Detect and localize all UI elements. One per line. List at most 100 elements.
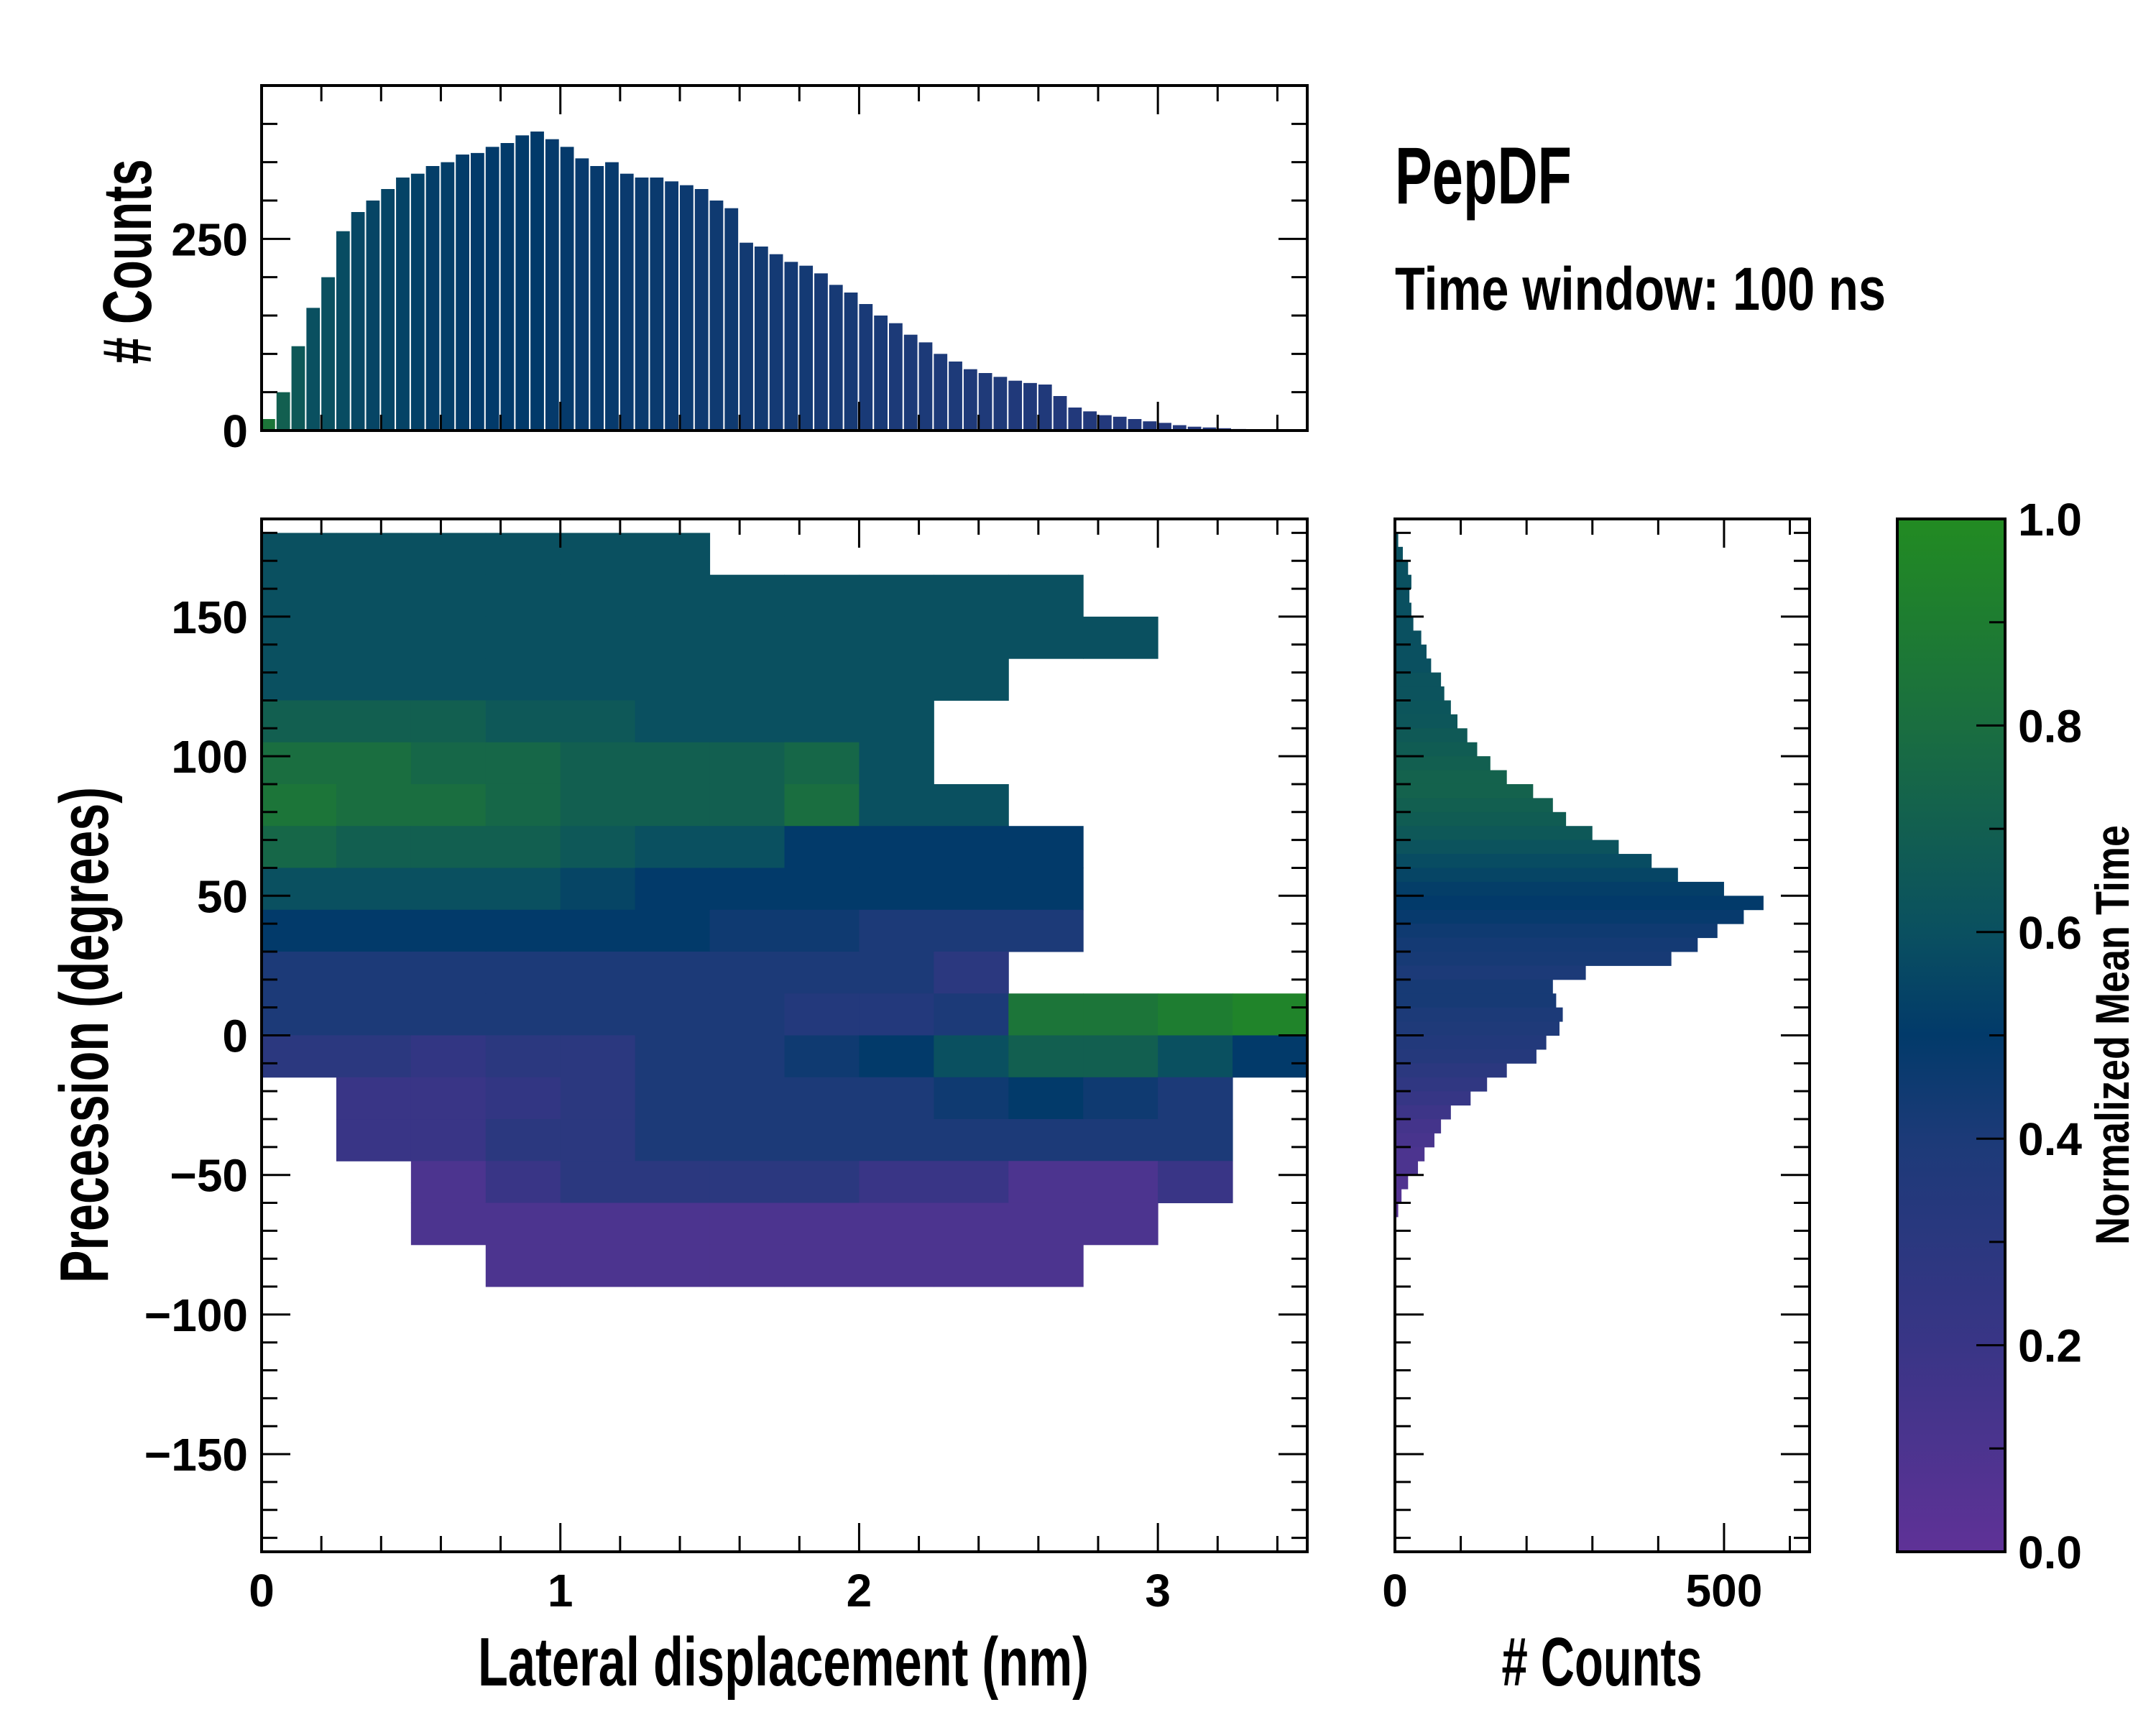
top-histogram-bar bbox=[903, 334, 918, 431]
main-plot-frame bbox=[260, 518, 1309, 1553]
heatmap-cell bbox=[410, 574, 487, 617]
heatmap-cell bbox=[709, 1161, 785, 1204]
colorbar-tick-label: 0.0 bbox=[2018, 1527, 2082, 1578]
top-histogram-bar bbox=[471, 152, 484, 431]
heatmap-cell bbox=[635, 1244, 711, 1287]
heatmap-cell bbox=[784, 1202, 860, 1246]
top-histogram-bar bbox=[545, 139, 559, 431]
top-histogram-bar bbox=[740, 242, 753, 431]
right-histogram-x-label: # Counts bbox=[1502, 1624, 1703, 1701]
top-histogram-bar bbox=[859, 304, 873, 431]
heatmap-cell bbox=[485, 1244, 561, 1287]
y-tick-label: −100 bbox=[144, 1289, 248, 1341]
heatmap-cell bbox=[934, 616, 1009, 659]
heatmap-cell bbox=[560, 658, 636, 701]
heatmap-cell bbox=[1083, 1077, 1158, 1120]
x-tick-label: 2 bbox=[847, 1565, 872, 1616]
right-histogram-bar bbox=[1395, 909, 1744, 924]
right-histogram-bar bbox=[1395, 868, 1678, 883]
heatmap-cell bbox=[784, 700, 860, 743]
right-histogram-bar bbox=[1395, 561, 1409, 576]
right-histogram-bar bbox=[1395, 574, 1411, 589]
top-histogram-bar bbox=[456, 155, 469, 431]
right-x-tick-label: 500 bbox=[1686, 1565, 1763, 1616]
heatmap-cell bbox=[859, 909, 934, 952]
heatmap-cell bbox=[410, 742, 487, 785]
right-histogram-bar bbox=[1395, 854, 1652, 868]
top-histogram-bar bbox=[1112, 416, 1127, 431]
right-histogram-bar bbox=[1395, 826, 1593, 841]
heatmap-cell bbox=[262, 658, 337, 701]
x-tick-label: 1 bbox=[548, 1565, 573, 1616]
top-histogram-bar bbox=[425, 166, 440, 431]
heatmap-cell bbox=[859, 574, 934, 617]
heatmap-cell bbox=[1008, 1161, 1084, 1204]
heatmap-cell bbox=[859, 868, 934, 911]
heatmap-cell bbox=[709, 1035, 785, 1078]
right-histogram-bar bbox=[1395, 533, 1399, 548]
heatmap-cell bbox=[709, 951, 785, 994]
heatmap-cell bbox=[560, 574, 636, 617]
right-histogram-bar bbox=[1395, 1007, 1563, 1022]
y-tick-label: −150 bbox=[144, 1429, 248, 1481]
top-histogram-bar bbox=[963, 369, 977, 431]
heatmap-cell bbox=[859, 826, 934, 868]
heatmap-cell bbox=[784, 993, 860, 1036]
heatmap-cell bbox=[784, 1035, 860, 1078]
heatmap-cell bbox=[934, 1077, 1009, 1120]
right-histogram-bar bbox=[1395, 924, 1718, 939]
y-axis-label: Precession (degrees) bbox=[46, 787, 123, 1283]
heatmap-cell bbox=[709, 574, 785, 617]
right-histogram-bar bbox=[1395, 965, 1586, 980]
colorbar-tick-label: 0.2 bbox=[2018, 1320, 2082, 1372]
heatmap-cell bbox=[262, 700, 337, 743]
top-histogram-bar bbox=[485, 147, 499, 431]
heatmap-cell bbox=[1083, 1035, 1158, 1078]
right-histogram-bar bbox=[1395, 1202, 1399, 1218]
heatmap-cell bbox=[859, 1244, 934, 1287]
heatmap-cell bbox=[934, 1161, 1009, 1204]
y-tick-label: 0 bbox=[222, 1011, 248, 1062]
heatmap-cell bbox=[859, 616, 934, 659]
top-histogram-bar bbox=[351, 212, 365, 431]
top-histogram-bar bbox=[650, 178, 664, 431]
right-histogram-frame bbox=[1393, 518, 1811, 1553]
heatmap-cell bbox=[410, 951, 487, 994]
right-histogram-bar bbox=[1395, 1161, 1419, 1176]
heatmap-cell bbox=[635, 658, 711, 701]
heatmap-cell bbox=[709, 742, 785, 785]
heatmap-cell bbox=[262, 783, 337, 827]
top-histogram-bar bbox=[1053, 396, 1067, 431]
heatmap-cell bbox=[336, 1119, 412, 1162]
top-histogram-bar bbox=[321, 277, 335, 431]
heatmap-cell bbox=[410, 783, 487, 827]
top-histogram-bar bbox=[934, 354, 948, 431]
heatmap-cell bbox=[635, 1119, 711, 1162]
heatmap-cell bbox=[485, 1035, 561, 1078]
top-histogram-bar bbox=[276, 392, 290, 431]
top-histogram-bar bbox=[1143, 421, 1157, 431]
heatmap-cell bbox=[635, 700, 711, 743]
heatmap-cell bbox=[1158, 1077, 1233, 1120]
heatmap-cell bbox=[262, 951, 337, 994]
heatmap-cell bbox=[709, 658, 785, 701]
right-histogram-bar bbox=[1395, 1119, 1442, 1133]
top-histogram-bar bbox=[1128, 419, 1142, 431]
heatmap-cell bbox=[410, 1119, 487, 1162]
heatmap-cell bbox=[560, 951, 636, 994]
top-histogram-bar bbox=[500, 143, 515, 431]
right-histogram-bar bbox=[1395, 644, 1427, 659]
right-histogram-bar bbox=[1395, 672, 1442, 687]
heatmap-cell bbox=[1083, 616, 1158, 659]
heatmap-cell bbox=[709, 826, 785, 868]
heatmap-cell bbox=[485, 909, 561, 952]
top-histogram-bar bbox=[754, 247, 768, 431]
top-histogram-bar bbox=[844, 293, 858, 431]
heatmap-cell bbox=[934, 658, 1009, 701]
top-histogram-bar bbox=[1158, 423, 1171, 431]
heatmap-cell bbox=[336, 783, 412, 827]
heatmap-cell bbox=[1008, 574, 1084, 617]
heatmap-cell bbox=[485, 1161, 561, 1204]
top-histogram-bar bbox=[1098, 415, 1112, 431]
heatmap-cell bbox=[859, 658, 934, 701]
